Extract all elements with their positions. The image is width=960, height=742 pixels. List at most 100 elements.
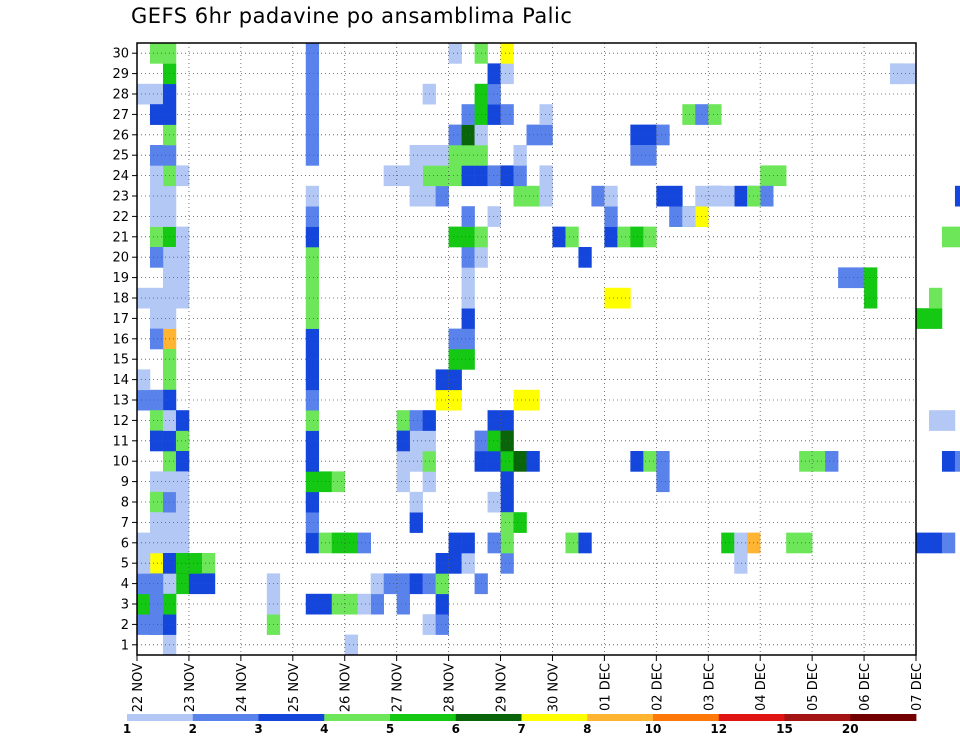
heatmap-cell [487,83,501,105]
heatmap-cell [137,83,151,105]
heatmap-cell [941,226,956,248]
heatmap-cell [461,206,475,227]
colorbar-segment [390,714,457,721]
heatmap-cell [409,512,423,533]
colorbar-segment [653,714,720,721]
heatmap-cell [149,308,164,329]
heatmap-cell [838,267,852,289]
heatmap-cell [305,267,320,289]
heatmap-cells [137,43,960,656]
y-tick-label: 19 [112,271,129,286]
heatmap-cell [435,593,449,615]
heatmap-cell [409,430,423,452]
y-tick-label: 21 [112,230,129,245]
heatmap-cell [448,124,462,146]
heatmap-cell [305,63,320,85]
heatmap-cell [461,349,475,370]
heatmap-cell [656,124,670,146]
x-tick-label: 06 DEC [858,663,873,711]
heatmap-cell [396,165,410,187]
heatmap-cell [305,124,320,146]
y-tick-label: 28 [112,88,129,103]
heatmap-cell [344,634,359,656]
heatmap-cell [201,573,216,595]
heatmap-cell [188,553,203,574]
heatmap-cell [137,573,151,595]
heatmap-cell [409,145,423,166]
y-tick-label: 5 [121,557,129,572]
heatmap-cell [928,287,943,309]
heatmap-cell [409,491,423,513]
heatmap-cell [409,185,423,207]
colorbar-label: 6 [452,722,460,736]
heatmap-cell [305,185,320,207]
colorbar-segment [587,714,654,721]
colorbar-segment [192,714,259,721]
heatmap-cell [137,614,151,635]
heatmap-cell [305,430,320,452]
heatmap-cell [305,206,320,227]
heatmap-cell [175,287,190,309]
y-tick-label: 22 [112,210,129,225]
y-tick-label: 11 [112,434,129,449]
heatmap-cell [682,104,696,125]
heatmap-cell [175,430,190,452]
colorbar-label: 20 [842,722,859,736]
heatmap-cell [669,206,683,227]
heatmap-cell [500,43,514,64]
heatmap-cell [175,247,190,268]
heatmap-cell [669,185,683,207]
heatmap-cell [461,165,475,187]
heatmap-cell [656,185,670,207]
heatmap-cell [149,614,164,635]
heatmap-cell [448,389,462,411]
heatmap-cell [396,573,410,595]
heatmap-cell [448,226,462,248]
heatmap-cell [461,104,475,125]
y-tick-label: 2 [121,618,129,633]
heatmap-cell [435,553,449,574]
heatmap-cell [448,328,462,350]
heatmap-cell [137,369,151,391]
heatmap-cell [604,287,618,309]
colorbar-label: 15 [776,722,793,736]
heatmap-cell [149,185,164,207]
heatmap-cell [513,389,527,411]
heatmap-cell [409,165,423,187]
y-tick-label: 18 [112,292,129,307]
heatmap-cell [461,287,475,309]
heatmap-cell [149,206,164,227]
colorbar-segment [784,714,851,721]
y-tick-label: 7 [121,516,129,531]
heatmap-cell [760,185,774,207]
heatmap-cell [734,532,748,554]
heatmap-cell [175,165,190,187]
y-tick-label: 24 [112,169,129,184]
heatmap-cell [149,553,164,574]
heatmap-cell [149,593,164,615]
heatmap-cell [941,532,956,554]
heatmap-cell [448,532,462,554]
colorbar-label: 12 [710,722,727,736]
heatmap-cell [708,185,722,207]
x-tick-label: 30 NOV [546,663,561,712]
heatmap-cell [487,165,501,187]
heatmap-cell [786,532,800,554]
heatmap-cell [513,145,527,166]
heatmap-cell [396,410,410,431]
heatmap-cell [175,410,190,431]
heatmap-cell [708,104,722,125]
y-tick-label: 13 [112,394,129,409]
heatmap-cell [617,226,631,248]
x-tick-label: 28 NOV [443,663,458,712]
heatmap-cell [396,593,410,615]
heatmap-cell [175,471,190,493]
heatmap-cell [461,308,475,329]
heatmap-cell [305,593,320,615]
y-tick-label: 23 [112,190,129,205]
heatmap-cell [591,185,605,207]
heatmap-cell [500,471,514,493]
heatmap-cell [149,430,164,452]
heatmap-cell [149,287,164,309]
